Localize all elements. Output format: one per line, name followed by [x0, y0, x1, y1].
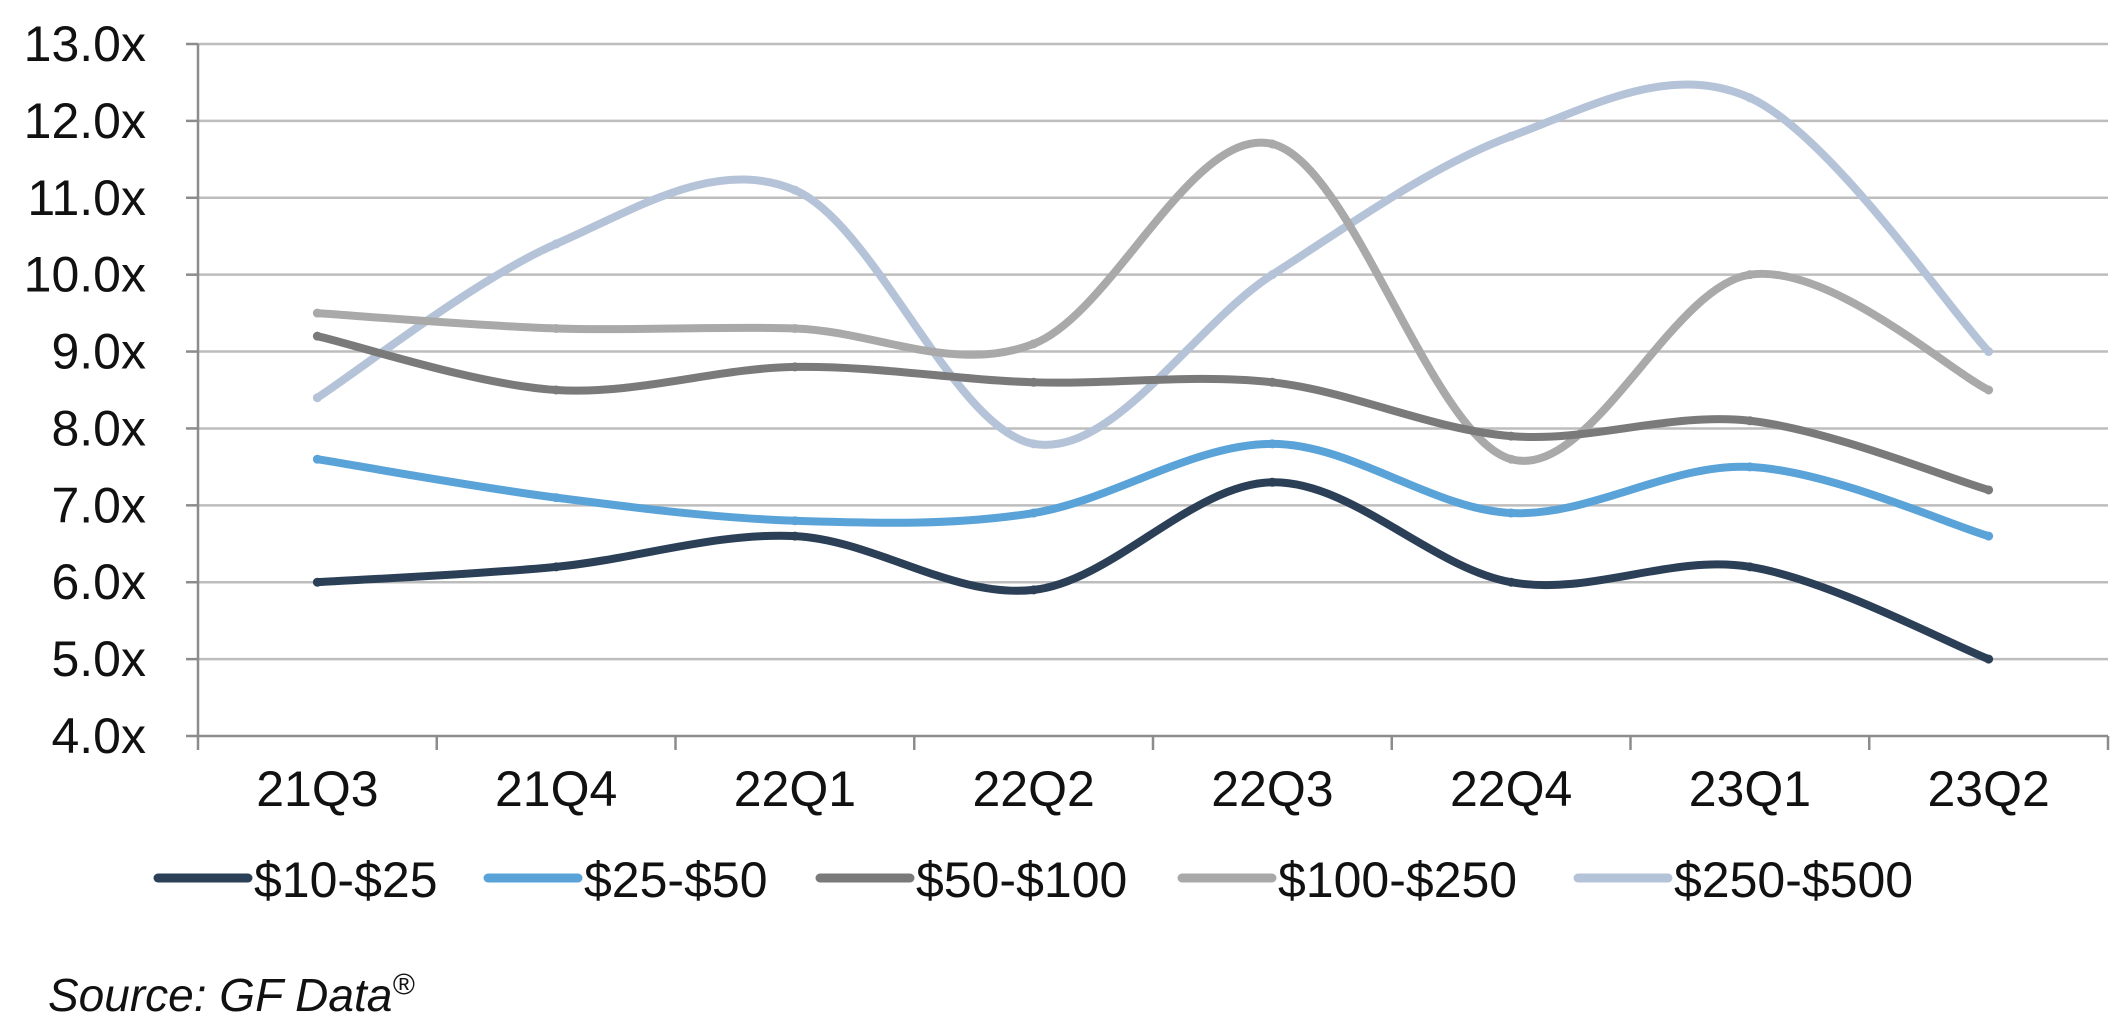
- gridlines: [198, 42, 2108, 661]
- data-point-50-100: [551, 385, 561, 395]
- x-tick-label: 22Q3: [1211, 761, 1333, 817]
- y-tick-label: 6.0x: [51, 554, 146, 610]
- x-tick-label: 22Q4: [1450, 761, 1572, 817]
- data-point-50-100: [1984, 485, 1994, 495]
- data-point-100-250: [551, 323, 561, 333]
- data-point-250-500: [551, 239, 561, 249]
- data-point-50-100: [1267, 377, 1277, 387]
- registered-mark: ®: [392, 968, 415, 1002]
- source-note: Source: GF Data®: [48, 968, 414, 1022]
- data-point-10-25: [1029, 585, 1039, 595]
- series-lines: [312, 80, 1994, 664]
- data-point-10-25: [1745, 562, 1755, 572]
- legend-label: $100-$250: [1278, 852, 1517, 908]
- legend: $10-$25 $25-$50 $50-$100 $100-$250 $250-$500: [153, 852, 1913, 908]
- data-point-25-50: [1267, 439, 1277, 449]
- data-point-250-500: [1029, 439, 1039, 449]
- data-point-10-25: [312, 577, 322, 587]
- series-line-50-100: [313, 332, 1993, 494]
- data-point-50-100: [312, 331, 322, 341]
- data-point-25-50: [551, 493, 561, 503]
- series-line-250-500: [313, 80, 1993, 449]
- data-point-25-50: [790, 516, 800, 526]
- data-point-250-500: [1506, 131, 1516, 141]
- data-point-10-25: [1984, 654, 1994, 664]
- data-point-100-250: [1267, 139, 1277, 149]
- x-tick-label: 21Q3: [256, 761, 378, 817]
- series-line-10-25: [313, 478, 1993, 664]
- legend-label: $50-$100: [916, 852, 1127, 908]
- data-point-100-250: [1506, 454, 1516, 464]
- data-point-250-500: [1267, 270, 1277, 280]
- series-line-25-50: [313, 439, 1993, 541]
- data-point-10-25: [551, 562, 561, 572]
- data-point-250-500: [1984, 347, 1994, 357]
- data-point-25-50: [1506, 508, 1516, 518]
- data-point-25-50: [1029, 508, 1039, 518]
- legend-label: $250-$500: [1674, 852, 1913, 908]
- x-tick-label: 22Q1: [734, 761, 856, 817]
- x-tick-label: 23Q2: [1927, 761, 2049, 817]
- y-tick-label: 4.0x: [51, 708, 146, 764]
- data-point-10-25: [1267, 477, 1277, 487]
- x-tick-label: 21Q4: [495, 761, 617, 817]
- data-point-250-500: [312, 393, 322, 403]
- data-point-100-250: [312, 308, 322, 318]
- x-tick-label: 22Q2: [972, 761, 1094, 817]
- y-tick-label: 11.0x: [27, 170, 146, 226]
- legend-label: $10-$25: [254, 852, 438, 908]
- y-tick-label: 5.0x: [51, 631, 146, 687]
- data-point-25-50: [1745, 462, 1755, 472]
- y-tick-label: 8.0x: [51, 400, 146, 456]
- data-point-100-250: [1745, 270, 1755, 280]
- series-line-100-250: [313, 138, 1993, 465]
- data-point-100-250: [1029, 339, 1039, 349]
- legend-label: $25-$50: [584, 852, 768, 908]
- data-point-50-100: [790, 362, 800, 372]
- data-point-25-50: [312, 454, 322, 464]
- data-point-250-500: [790, 185, 800, 195]
- y-tick-label: 10.0x: [24, 247, 146, 303]
- x-tick-label: 23Q1: [1689, 761, 1811, 817]
- y-tick-label: 12.0x: [24, 93, 146, 149]
- y-tick-label: 13.0x: [24, 16, 146, 72]
- data-point-25-50: [1984, 531, 1994, 541]
- axes: 4.0x 5.0x 6.0x 7.0x 8.0x 9.0x 10.0x 11.0x 12.0x 1…: [24, 16, 2110, 817]
- y-tick-label: 7.0x: [51, 477, 146, 533]
- data-point-10-25: [790, 531, 800, 541]
- data-point-10-25: [1506, 577, 1516, 587]
- data-point-100-250: [790, 323, 800, 333]
- data-point-50-100: [1745, 416, 1755, 426]
- data-point-250-500: [1745, 93, 1755, 103]
- data-point-50-100: [1029, 377, 1039, 387]
- data-point-50-100: [1506, 431, 1516, 441]
- source-text: Source: GF Data: [48, 969, 393, 1021]
- y-tick-label: 9.0x: [51, 324, 146, 380]
- data-point-100-250: [1984, 385, 1994, 395]
